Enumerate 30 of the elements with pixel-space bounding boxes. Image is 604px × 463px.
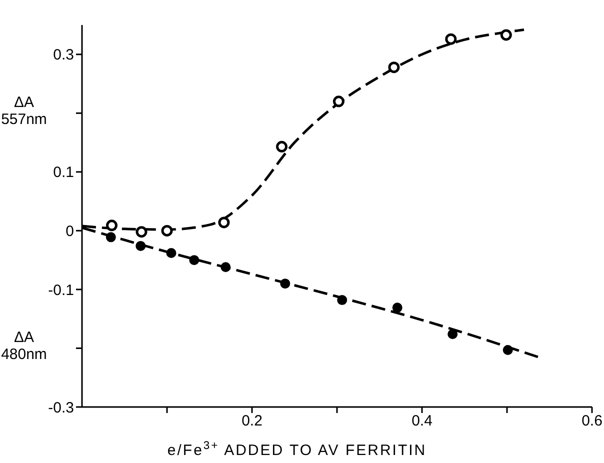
point [337, 295, 348, 306]
point [392, 302, 402, 313]
point [280, 278, 290, 289]
y-axis-title: ΔA 557nm [1, 94, 47, 128]
y-tick-label: -0.1 [48, 282, 74, 299]
y-tick-label: 0.1 [53, 164, 74, 182]
point [448, 329, 458, 340]
point [502, 344, 513, 355]
point [276, 140, 288, 152]
point [332, 96, 344, 108]
x-tick-label: 0.2 [242, 412, 262, 430]
point [189, 255, 200, 266]
point [161, 224, 173, 236]
point [500, 29, 512, 41]
y-tick-label: 0.3 [53, 46, 74, 64]
y-tick-label: -0.3 [48, 399, 74, 416]
point [218, 216, 230, 228]
point [220, 262, 231, 272]
y-tick-label: 0 [66, 223, 74, 240]
x-axis-title: e/Fe$^{3+}$ ADDED TO AV FERRITIN [167, 440, 427, 459]
point [106, 232, 116, 242]
x-tick-label: 0.4 [412, 412, 432, 430]
point [136, 240, 146, 251]
text: ΔA 480nm [1, 329, 47, 364]
x-tick-label: 0.6 [582, 412, 602, 430]
point [106, 220, 118, 232]
point [166, 248, 176, 258]
point [388, 62, 400, 74]
point [136, 226, 148, 238]
point [445, 33, 457, 45]
